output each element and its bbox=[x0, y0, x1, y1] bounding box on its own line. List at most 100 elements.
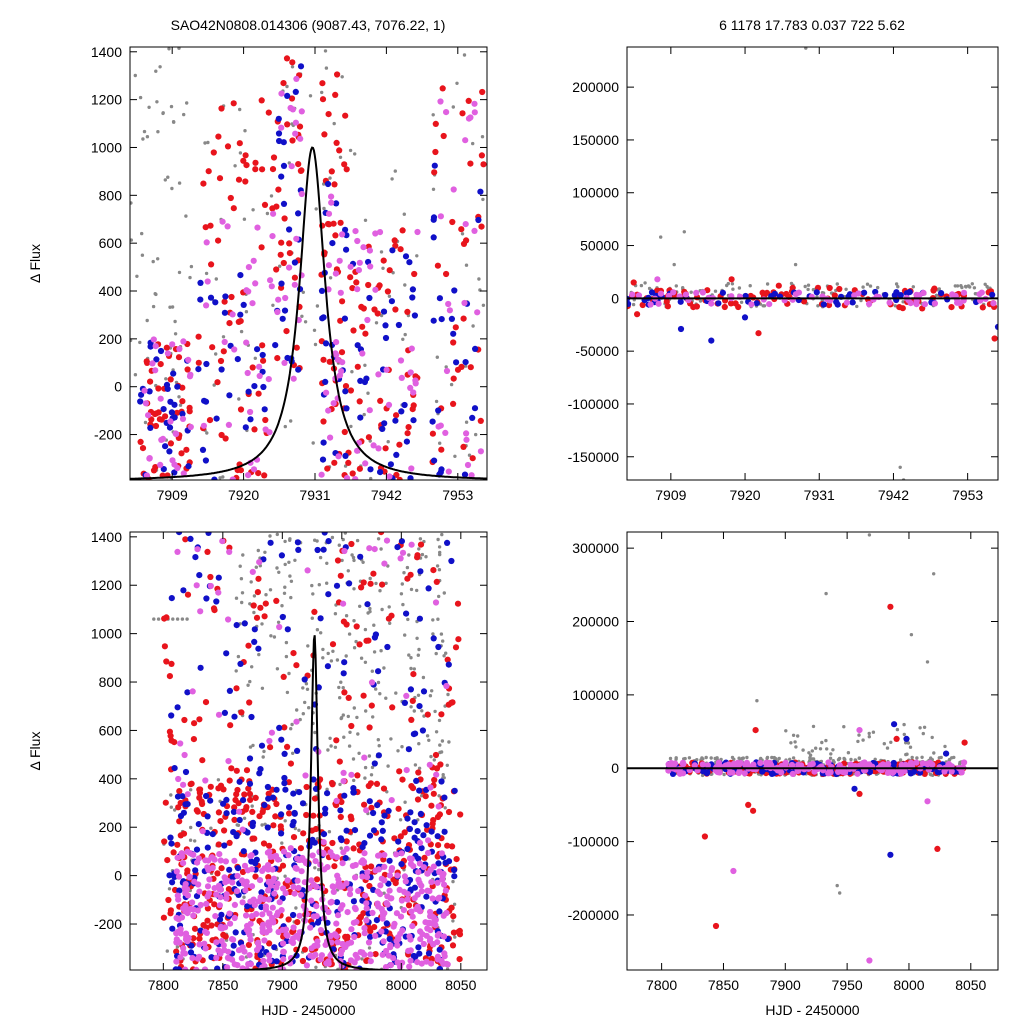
data-point bbox=[215, 574, 222, 581]
data-point bbox=[261, 937, 268, 944]
data-point bbox=[341, 659, 348, 666]
data-point bbox=[339, 231, 346, 238]
y-tick-label: 800 bbox=[99, 674, 123, 690]
data-point bbox=[386, 872, 393, 879]
data-point bbox=[265, 109, 272, 116]
data-point bbox=[242, 887, 249, 894]
x-tick-label: 7942 bbox=[878, 487, 909, 503]
data-point bbox=[911, 285, 915, 289]
data-point bbox=[258, 244, 265, 251]
data-point bbox=[224, 143, 232, 150]
data-point bbox=[325, 908, 332, 916]
data-point bbox=[363, 900, 370, 907]
data-point bbox=[300, 830, 307, 837]
data-point bbox=[431, 113, 435, 117]
data-point bbox=[425, 849, 432, 857]
data-point bbox=[189, 899, 196, 906]
data-point bbox=[907, 300, 914, 307]
data-point bbox=[460, 315, 467, 322]
data-point bbox=[423, 932, 430, 939]
data-point bbox=[735, 303, 742, 311]
data-point bbox=[289, 106, 296, 113]
data-point bbox=[285, 916, 292, 923]
plot-frame bbox=[129, 46, 488, 481]
data-point bbox=[364, 601, 371, 608]
data-point bbox=[372, 932, 379, 940]
data-point bbox=[713, 756, 717, 761]
data-point bbox=[221, 298, 228, 305]
data-point bbox=[347, 744, 352, 748]
data-point bbox=[405, 424, 412, 431]
data-point bbox=[152, 617, 156, 621]
data-point bbox=[445, 701, 452, 708]
data-point bbox=[424, 870, 431, 877]
data-point bbox=[312, 328, 317, 332]
data-point bbox=[158, 65, 162, 69]
data-point bbox=[135, 274, 139, 278]
data-point bbox=[290, 834, 298, 841]
data-point bbox=[442, 591, 446, 595]
data-point bbox=[695, 758, 699, 762]
data-point bbox=[730, 867, 737, 875]
data-point bbox=[851, 292, 858, 299]
data-point bbox=[471, 405, 479, 412]
data-point bbox=[195, 359, 202, 366]
data-point bbox=[404, 430, 411, 437]
data-point bbox=[774, 757, 778, 761]
data-point bbox=[425, 919, 432, 926]
data-point bbox=[382, 891, 386, 895]
data-point bbox=[789, 741, 793, 745]
data-point bbox=[272, 342, 279, 349]
data-point bbox=[288, 163, 295, 170]
data-point bbox=[413, 763, 418, 767]
data-point bbox=[192, 554, 199, 561]
data-point bbox=[178, 450, 185, 457]
data-point bbox=[226, 320, 233, 327]
data-point bbox=[320, 356, 327, 363]
data-point bbox=[464, 461, 472, 469]
data-point bbox=[382, 928, 389, 935]
data-point bbox=[436, 946, 443, 953]
data-point bbox=[404, 575, 411, 582]
data-point bbox=[369, 476, 373, 480]
data-point bbox=[407, 957, 414, 964]
data-point bbox=[292, 119, 299, 126]
data-point bbox=[443, 682, 450, 690]
x-tick-label: 7953 bbox=[952, 487, 983, 503]
data-point bbox=[226, 910, 233, 917]
data-point bbox=[893, 289, 900, 296]
data-point bbox=[273, 266, 280, 273]
data-point bbox=[414, 959, 421, 966]
data-point bbox=[307, 924, 314, 931]
data-point bbox=[286, 804, 293, 811]
data-point bbox=[401, 699, 408, 707]
data-point bbox=[361, 840, 368, 847]
data-point bbox=[177, 930, 184, 937]
data-point bbox=[398, 538, 405, 545]
data-point bbox=[182, 890, 189, 897]
data-point bbox=[423, 822, 430, 829]
data-point bbox=[168, 305, 172, 309]
data-point bbox=[167, 732, 174, 740]
data-point bbox=[237, 272, 244, 279]
data-point bbox=[179, 853, 186, 860]
data-point bbox=[295, 708, 299, 712]
data-point bbox=[317, 956, 324, 963]
data-point bbox=[229, 476, 236, 480]
data-point bbox=[838, 891, 842, 895]
data-point bbox=[294, 919, 301, 926]
y-tick-label: 0 bbox=[114, 379, 122, 395]
data-point bbox=[250, 466, 258, 473]
data-point bbox=[298, 167, 305, 174]
data-point bbox=[254, 589, 261, 596]
data-point bbox=[323, 389, 330, 396]
data-point bbox=[244, 903, 251, 910]
data-point bbox=[248, 883, 256, 890]
data-point bbox=[352, 646, 357, 650]
data-point bbox=[409, 286, 416, 293]
data-point bbox=[423, 958, 430, 965]
data-point bbox=[381, 851, 388, 859]
data-point bbox=[375, 752, 382, 759]
data-point bbox=[315, 539, 319, 543]
